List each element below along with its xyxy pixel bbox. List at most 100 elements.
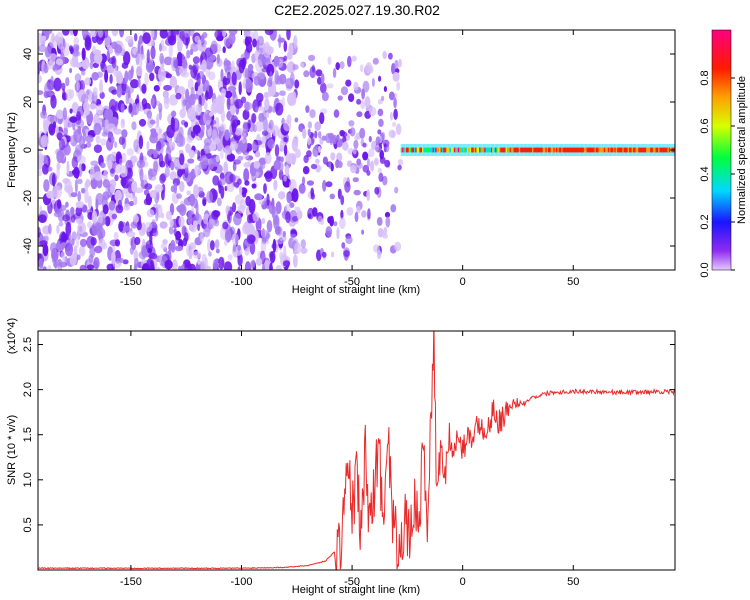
spectrogram-cell	[85, 135, 94, 143]
spectrogram-cell	[188, 149, 195, 158]
spectrogram-cell	[50, 242, 57, 254]
spectrogram-band-cell	[642, 147, 644, 153]
spectrogram-cell	[375, 146, 382, 153]
spectrogram-cell	[254, 193, 263, 201]
spectrogram-cell	[362, 164, 370, 173]
spectrogram-cell	[261, 135, 266, 144]
spectrogram-cell	[320, 73, 325, 85]
spectrogram-cell	[91, 210, 98, 224]
spectrogram-band-cell	[441, 147, 444, 153]
spectrogram-cell	[282, 230, 286, 238]
spectrogram-band-cell	[659, 147, 662, 153]
spectrogram-cell	[261, 263, 266, 270]
x-tick-label: -50	[344, 276, 360, 288]
spectrogram-cell	[144, 183, 153, 190]
spectrogram-cell	[309, 66, 317, 79]
chart-title: C2E2.2025.027.19.30.R02	[274, 2, 440, 18]
spectrogram-band-cell	[501, 147, 504, 153]
spectrogram-cell	[368, 106, 377, 117]
spectrogram-cell	[86, 264, 95, 270]
spectrogram-cell	[312, 146, 319, 157]
spectrogram-cell	[223, 161, 229, 176]
spectrogram-cell	[251, 183, 257, 189]
spectrogram-cell	[360, 99, 366, 110]
spectrogram-cell	[40, 134, 49, 148]
spectrogram-band-cell	[493, 147, 496, 153]
spectrogram-cell	[111, 213, 118, 220]
spectrogram-cell	[93, 122, 102, 135]
spectrogram-band-cell	[497, 147, 500, 153]
spectrogram-band-cell	[500, 147, 502, 153]
spectrogram-cell	[175, 92, 182, 100]
spectrogram-cell	[283, 119, 292, 132]
x-tick-label: -150	[120, 276, 142, 288]
spectrogram-cell	[46, 60, 55, 70]
spectrogram-cell	[97, 30, 104, 38]
spectrogram-cell	[195, 103, 203, 116]
spectrogram-cell	[356, 98, 362, 105]
spectrogram-cell	[71, 102, 79, 114]
spectrogram-cell	[263, 183, 267, 194]
spectrogram-band-cell	[481, 147, 484, 153]
spectrogram-cell	[77, 190, 81, 202]
spectrogram-cell	[109, 74, 113, 84]
spectrogram-cell	[77, 221, 86, 234]
spectrogram-band-cell	[578, 147, 581, 153]
spectrogram-cell	[219, 178, 226, 186]
spectrogram-cell	[356, 158, 362, 166]
spectrogram-cell	[143, 198, 150, 205]
spectrogram-band-cell	[439, 147, 441, 153]
spectrogram-band-cell	[452, 147, 455, 153]
spectrogram-cell	[237, 266, 241, 270]
spectrogram-band-cell	[433, 147, 436, 153]
spectrogram-cell	[222, 46, 226, 54]
spectrogram-cell	[232, 243, 237, 253]
colorbar-frame	[711, 29, 732, 271]
spectrogram-cell	[381, 95, 385, 102]
spectrogram-cell	[208, 251, 212, 257]
spectrogram-band-cell	[609, 147, 611, 153]
spectrogram-cell	[108, 200, 116, 211]
spectrogram-cell	[124, 70, 129, 84]
spectrogram-cell	[133, 195, 138, 206]
spectrogram-band-cell	[567, 147, 570, 153]
spectrogram-cell	[264, 152, 272, 165]
spectrogram-cell	[146, 140, 150, 151]
spectrogram-cell	[394, 241, 402, 252]
spectrogram-cell	[245, 79, 253, 93]
spectrogram-cell	[51, 258, 60, 264]
spectrogram-cell	[42, 243, 49, 257]
spectrogram-cell	[266, 220, 273, 233]
spectrogram-cell	[75, 119, 85, 129]
spectrogram-cell	[157, 67, 166, 82]
spectrogram-band-cell	[467, 147, 469, 153]
spectrogram-band-cell	[602, 147, 605, 153]
spectrogram-cell	[64, 242, 74, 257]
spectrogram-cell	[113, 128, 123, 135]
spectrogram-cell	[126, 167, 133, 179]
spectrogram-cell	[291, 137, 299, 152]
spectrogram-cell	[128, 200, 134, 207]
spectrogram-cell	[359, 64, 364, 73]
spectrogram-band-cell	[656, 147, 659, 153]
spectrogram-cell	[294, 79, 300, 89]
spectrogram-cell	[343, 250, 350, 257]
spectrogram-band-cell	[552, 147, 554, 153]
spectrogram-band-cell	[435, 147, 437, 153]
spectrogram-cell	[366, 189, 371, 202]
spectrogram-cell	[274, 179, 278, 189]
spectrogram-cell	[373, 244, 380, 253]
spectrogram-cell	[372, 57, 379, 65]
spectrogram-cell	[106, 123, 116, 132]
spectrogram-cell	[317, 215, 323, 225]
spectrogram-cell	[160, 243, 167, 250]
spectrogram-y-axis: -40 -20 0 20 40	[22, 48, 675, 254]
spectrogram-cell	[223, 57, 229, 72]
spectrogram-cell	[300, 239, 306, 249]
spectrogram-cell	[75, 206, 83, 217]
spectrogram-cell	[244, 180, 250, 186]
spectrogram-cell	[320, 82, 327, 94]
spectrogram-cell	[171, 259, 178, 270]
spectrogram-band-cell	[589, 147, 591, 153]
spectrogram-cell	[202, 196, 207, 205]
